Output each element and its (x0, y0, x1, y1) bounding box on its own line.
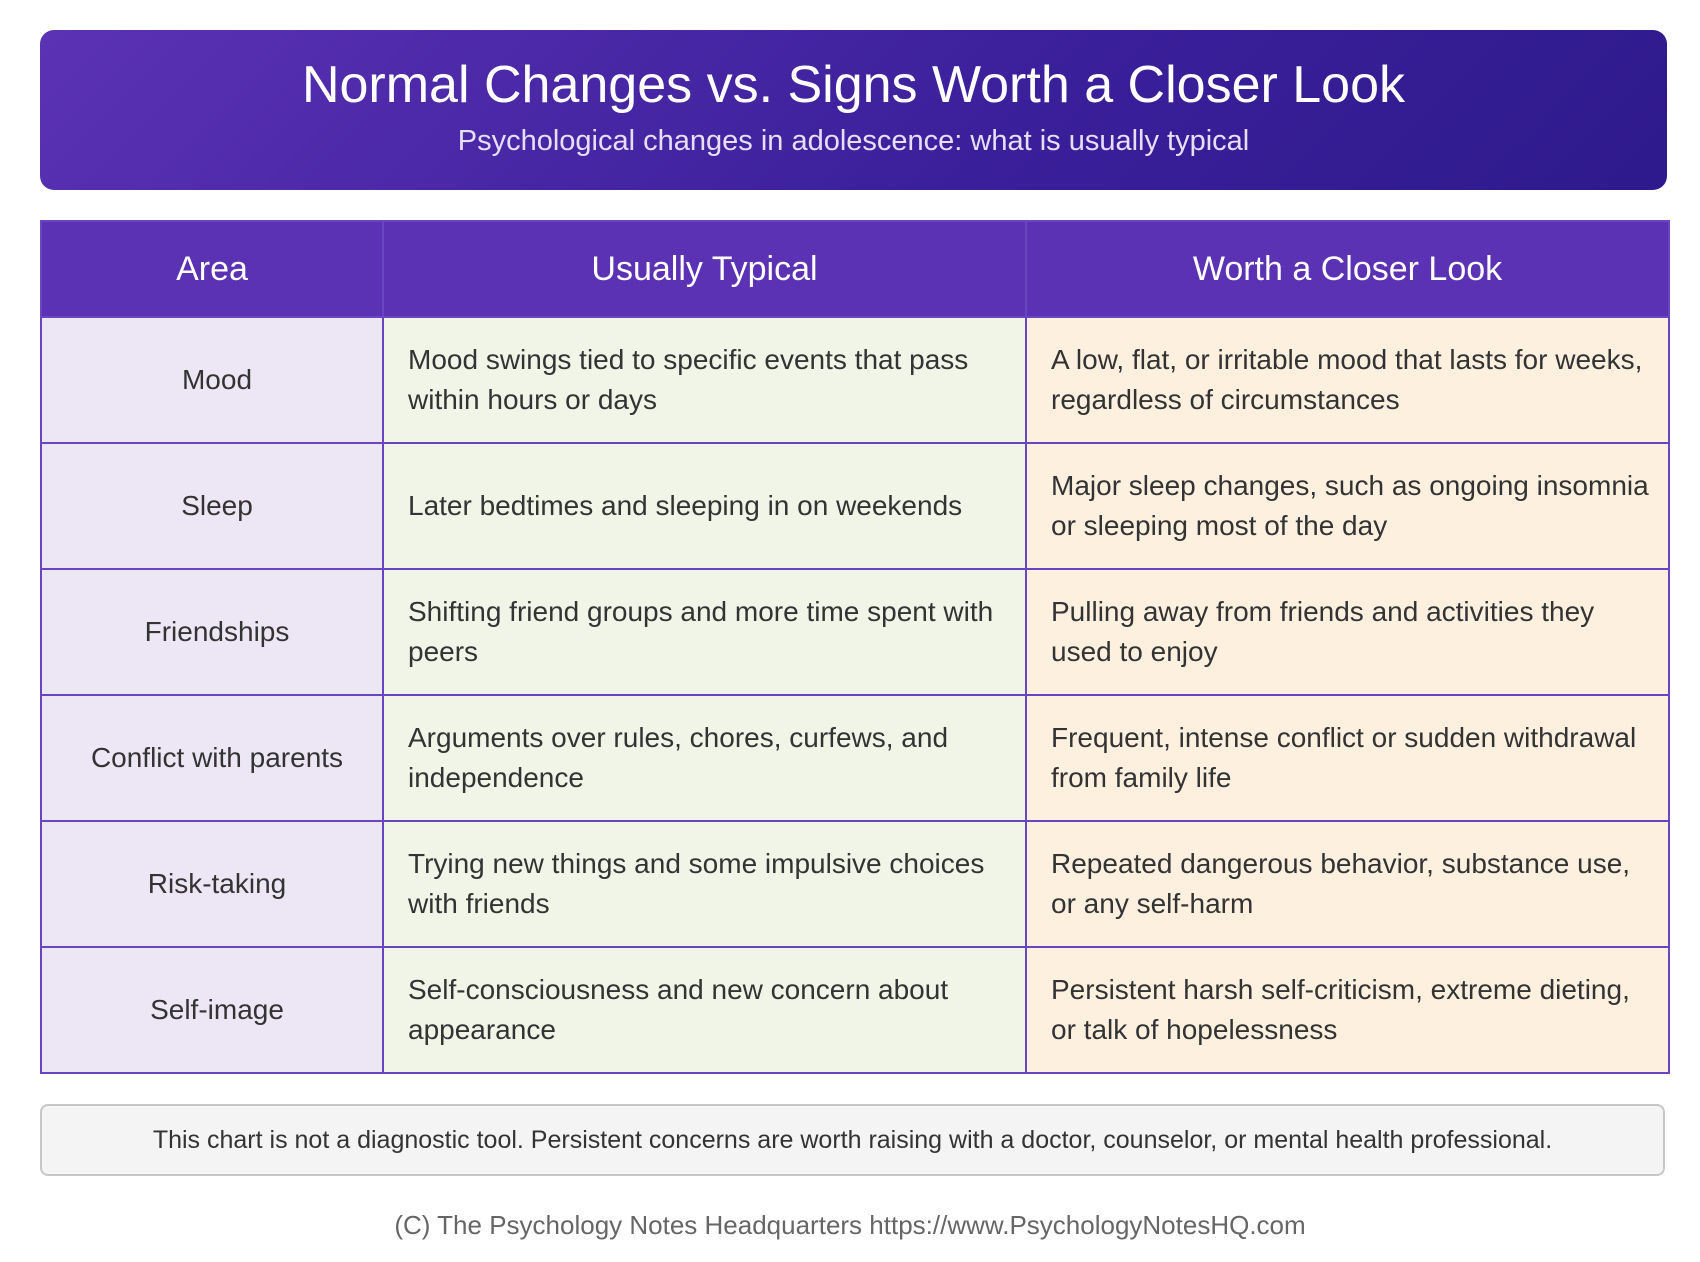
table-row: Risk-taking Trying new things and some i… (40, 820, 1670, 948)
table-row: Sleep Later bedtimes and sleeping in on … (40, 442, 1670, 570)
comparison-table: Area Usually Typical Worth a Closer Look… (40, 220, 1670, 1074)
table-row: Conflict with parents Arguments over rul… (40, 694, 1670, 822)
typical-cell: Shifting friend groups and more time spe… (382, 568, 1027, 696)
table-header-row: Area Usually Typical Worth a Closer Look (40, 220, 1670, 318)
table-row: Self-image Self-consciousness and new co… (40, 946, 1670, 1074)
table-row: Mood Mood swings tied to specific events… (40, 316, 1670, 444)
area-cell: Conflict with parents (40, 694, 384, 822)
area-cell: Sleep (40, 442, 384, 570)
area-cell: Friendships (40, 568, 384, 696)
closer-look-cell: Major sleep changes, such as ongoing ins… (1025, 442, 1670, 570)
closer-look-cell: Persistent harsh self-criticism, extreme… (1025, 946, 1670, 1074)
title-banner: Normal Changes vs. Signs Worth a Closer … (40, 30, 1667, 190)
page-subtitle: Psychological changes in adolescence: wh… (457, 125, 1250, 157)
typical-cell: Later bedtimes and sleeping in on weeken… (382, 442, 1027, 570)
table-row: Friendships Shifting friend groups and m… (40, 568, 1670, 696)
closer-look-cell: Pulling away from friends and activities… (1025, 568, 1670, 696)
typical-cell: Trying new things and some impulsive cho… (382, 820, 1027, 948)
area-cell: Self-image (40, 946, 384, 1074)
column-header-closer: Worth a Closer Look (1025, 220, 1670, 318)
column-header-typical: Usually Typical (382, 220, 1027, 318)
column-header-area: Area (40, 220, 384, 318)
copyright-credit: (C) The Psychology Notes Headquarters ht… (394, 1210, 1306, 1240)
typical-cell: Self-consciousness and new concern about… (382, 946, 1027, 1074)
typical-cell: Mood swings tied to specific events that… (382, 316, 1027, 444)
closer-look-cell: A low, flat, or irritable mood that last… (1025, 316, 1670, 444)
disclaimer-note: This chart is not a diagnostic tool. Per… (40, 1104, 1665, 1176)
typical-cell: Arguments over rules, chores, curfews, a… (382, 694, 1027, 822)
area-cell: Mood (40, 316, 384, 444)
page-title: Normal Changes vs. Signs Worth a Closer … (301, 56, 1406, 114)
closer-look-cell: Frequent, intense conflict or sudden wit… (1025, 694, 1670, 822)
area-cell: Risk-taking (40, 820, 384, 948)
closer-look-cell: Repeated dangerous behavior, substance u… (1025, 820, 1670, 948)
